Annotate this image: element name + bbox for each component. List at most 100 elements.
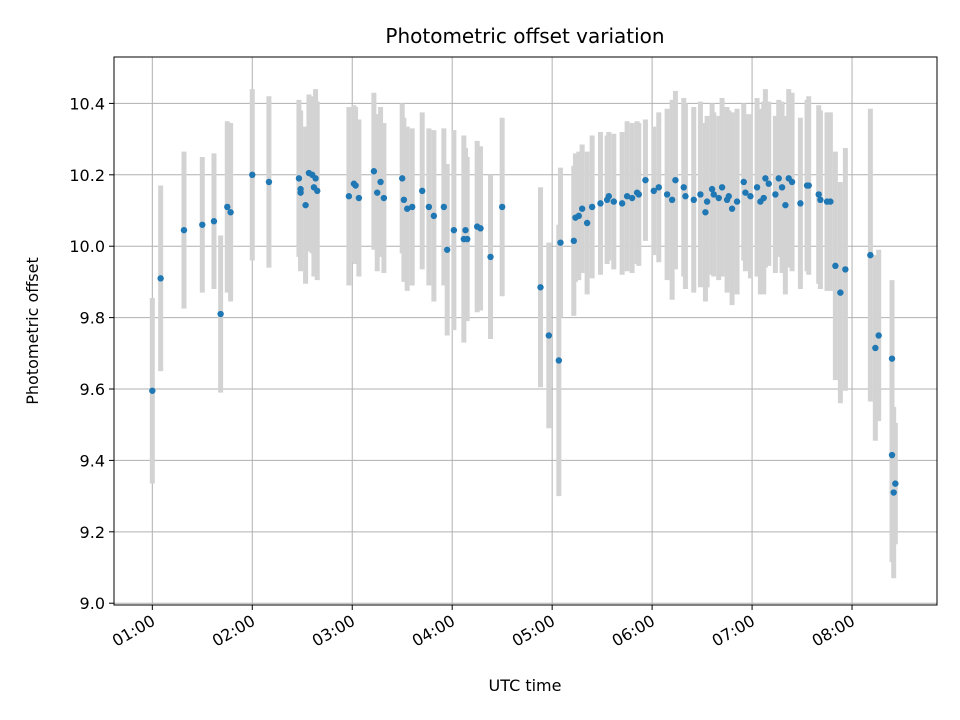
data-point (180, 226, 188, 234)
data-point (672, 176, 679, 184)
data-point (832, 262, 839, 270)
data-point (314, 187, 321, 195)
data-point (149, 387, 156, 394)
data-point (702, 209, 709, 216)
y-axis: 9.0 9.2 9.4 9.6 9.8 10.0 10.2 10.4 (69, 94, 114, 613)
data-point (537, 284, 544, 291)
y-tick-label: 10.4 (69, 94, 105, 113)
data-point (295, 175, 303, 182)
data-point (710, 191, 717, 198)
data-point (345, 193, 353, 200)
data-point (618, 200, 626, 207)
data-point (867, 251, 874, 259)
data-point (224, 203, 231, 211)
data-point (817, 196, 824, 204)
data-point (578, 205, 586, 212)
data-point (399, 175, 406, 182)
plot-frame (113, 56, 938, 606)
data-point (708, 185, 716, 193)
data-points (149, 168, 899, 496)
data-point (443, 246, 451, 253)
data-point (635, 191, 642, 198)
data-point (404, 205, 411, 212)
data-point (740, 178, 747, 186)
data-point (690, 196, 697, 204)
data-point (778, 184, 786, 191)
data-point (725, 193, 732, 200)
data-point (628, 194, 636, 202)
y-tick-label: 9.8 (80, 309, 105, 328)
y-tick-label: 9.4 (80, 451, 105, 470)
data-point (370, 168, 378, 175)
data-point (682, 193, 689, 200)
data-point (557, 239, 564, 246)
data-point (875, 332, 882, 339)
data-point (352, 182, 359, 189)
data-point (775, 175, 782, 182)
data-point (715, 194, 722, 202)
data-point (733, 198, 741, 205)
data-point (377, 178, 384, 186)
y-tick-label: 9.6 (80, 380, 105, 399)
data-point (888, 451, 896, 459)
data-point (655, 184, 662, 191)
data-point (663, 191, 671, 198)
y-tick-label: 10.2 (69, 166, 105, 185)
data-point (762, 175, 769, 182)
data-point (355, 194, 363, 202)
y-tick-label: 9.2 (80, 523, 105, 542)
y-tick-label: 9.0 (80, 594, 105, 613)
data-point (827, 198, 834, 205)
data-point (463, 235, 471, 243)
data-point (718, 184, 726, 191)
data-point (249, 171, 256, 179)
data-point (703, 198, 711, 205)
data-point (462, 226, 469, 234)
x-axis-title: UTC time (489, 676, 562, 695)
data-point (380, 194, 388, 202)
data-point (623, 193, 631, 200)
data-point (610, 198, 617, 205)
data-point (782, 201, 789, 209)
data-point (890, 489, 897, 496)
data-point (312, 175, 319, 182)
data-point (892, 480, 899, 487)
data-point (570, 237, 578, 245)
data-point (400, 196, 408, 204)
data-point (760, 194, 767, 202)
data-point (872, 344, 879, 352)
data-point (575, 212, 583, 220)
data-point (888, 355, 896, 362)
data-point (374, 189, 381, 196)
data-point (805, 182, 812, 189)
data-point (430, 212, 438, 220)
data-point (728, 205, 736, 212)
y-axis-title: Photometric offset (23, 257, 42, 405)
data-point (837, 289, 844, 296)
data-point (477, 225, 484, 232)
data-point (217, 310, 224, 318)
data-point (199, 221, 206, 228)
data-point (765, 180, 772, 187)
data-point (583, 219, 591, 227)
data-point (265, 178, 273, 186)
data-point (842, 266, 849, 273)
data-point (545, 332, 553, 339)
data-point (650, 187, 657, 195)
data-point (409, 203, 416, 211)
data-point (227, 209, 234, 216)
y-tick-label: 10.0 (69, 237, 105, 256)
data-point (555, 357, 563, 364)
data-point (680, 184, 687, 191)
data-point (302, 201, 309, 209)
data-point (597, 200, 604, 207)
data-point (157, 275, 164, 282)
data-point (772, 191, 779, 198)
data-point (588, 203, 596, 211)
data-point (210, 218, 218, 225)
data-point (697, 191, 704, 198)
data-point (425, 203, 433, 211)
data-point (788, 178, 796, 186)
